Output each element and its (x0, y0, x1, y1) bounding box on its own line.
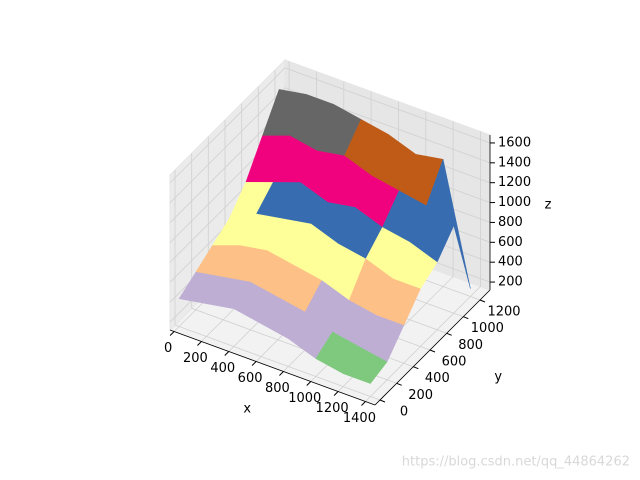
y-tick (413, 366, 419, 370)
y-tick-label: 800 (458, 338, 483, 353)
y-tick-label: 1200 (487, 305, 520, 320)
y-tick (463, 316, 469, 320)
x-axis-label: x (243, 401, 251, 416)
y-tick (446, 332, 452, 336)
z-tick-label: 1200 (498, 175, 531, 190)
grid-line (169, 87, 491, 204)
y-tick-label: 600 (442, 355, 467, 370)
z-tick-label: 600 (498, 235, 523, 250)
x-tick (224, 351, 230, 356)
z-tick-label: 1600 (498, 135, 531, 150)
y-tick-label: 400 (425, 371, 450, 386)
z-tick-label: 200 (498, 275, 523, 290)
x-axis (169, 329, 376, 406)
z-tick-label: 1400 (498, 155, 531, 170)
x-tick (251, 361, 257, 366)
y-tick (429, 349, 436, 353)
x-tick-label: 0 (164, 341, 172, 356)
x-tick (306, 381, 312, 386)
x-tick (333, 391, 339, 396)
x-tick (279, 371, 284, 376)
grid-line (174, 170, 381, 401)
x-tick-label: 1000 (288, 391, 321, 406)
x-tick-label: 200 (183, 351, 208, 366)
y-axis-label: y (494, 369, 502, 384)
x-tick-label: 800 (265, 381, 290, 396)
y-tick-label: 1000 (471, 321, 504, 336)
y-tick (396, 382, 402, 386)
x-tick-label: 600 (238, 371, 263, 386)
z-tick-label: 1000 (498, 195, 531, 210)
z-tick-label: 800 (498, 215, 523, 230)
y-axis (374, 289, 491, 406)
y-tick (379, 399, 386, 403)
x-tick (169, 331, 175, 336)
x-tick-label: 400 (210, 361, 235, 376)
y-tick (479, 299, 486, 303)
y-tick-label: 200 (408, 388, 433, 403)
z-axis-label: z (545, 197, 552, 212)
y-tick-label: 0 (400, 405, 408, 420)
grid-line (169, 67, 491, 184)
surface-face (342, 346, 388, 384)
x-tick-label: 1200 (316, 401, 349, 416)
z-tick-label: 400 (498, 255, 523, 270)
x-tick (197, 341, 202, 346)
x-tick (361, 401, 366, 406)
x-tick-label: 1400 (343, 411, 376, 426)
watermark: https://blog.csdn.net/qq_44864262 (402, 455, 630, 470)
